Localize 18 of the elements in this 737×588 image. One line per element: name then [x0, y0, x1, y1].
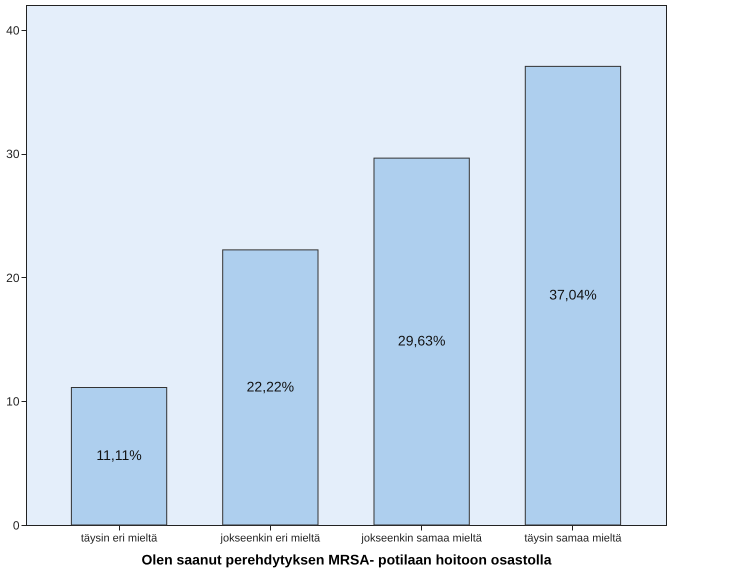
y-tick-label: 30	[6, 147, 20, 162]
bar	[524, 66, 622, 526]
y-tick-label: 10	[6, 394, 20, 409]
x-tick-label: täysin samaa mieltä	[524, 532, 622, 544]
data-label: 22,22%	[246, 378, 294, 394]
y-tick-label: 40	[6, 23, 20, 38]
x-axis-title: Olen saanut perehdytyksen MRSA- potilaan hoitoon osastolla	[142, 552, 552, 568]
bar	[373, 158, 470, 526]
y-tick-label: 0	[12, 518, 20, 532]
x-tick-label: jokseenkin samaa mieltä	[360, 532, 483, 544]
data-label: 29,63%	[398, 332, 446, 349]
x-tick-label: jokseenkin eri mieltä	[220, 532, 322, 544]
y-tick-label: 20	[6, 270, 20, 285]
bar	[222, 249, 319, 526]
data-label: 11,11%	[96, 447, 142, 464]
x-tick-label: täysin eri mieltä	[80, 532, 158, 544]
data-label: 37,04%	[549, 286, 597, 303]
bar	[70, 386, 168, 526]
